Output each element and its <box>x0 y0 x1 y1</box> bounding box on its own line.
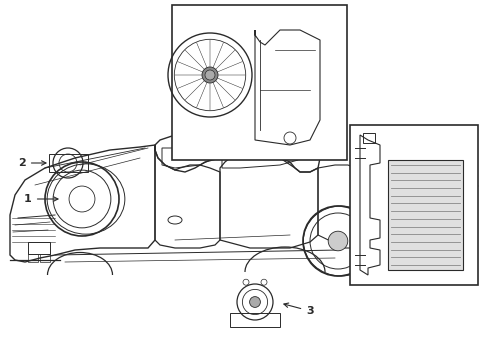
Circle shape <box>249 297 260 307</box>
Circle shape <box>327 231 347 251</box>
Text: 5: 5 <box>189 60 212 85</box>
Bar <box>229 313 280 327</box>
Bar <box>28 242 50 254</box>
Bar <box>349 125 477 285</box>
Text: 1: 1 <box>24 194 58 204</box>
Bar <box>28 254 38 262</box>
Text: 3: 3 <box>284 303 313 316</box>
Bar <box>48 154 87 172</box>
Text: 6: 6 <box>463 181 477 191</box>
Text: 4: 4 <box>369 236 393 246</box>
Bar <box>387 160 462 270</box>
Circle shape <box>204 70 215 80</box>
Bar <box>172 5 346 160</box>
Bar <box>362 133 374 143</box>
Bar <box>40 254 50 262</box>
Text: 2: 2 <box>18 158 46 168</box>
Text: 7: 7 <box>433 160 448 182</box>
Circle shape <box>202 67 218 83</box>
